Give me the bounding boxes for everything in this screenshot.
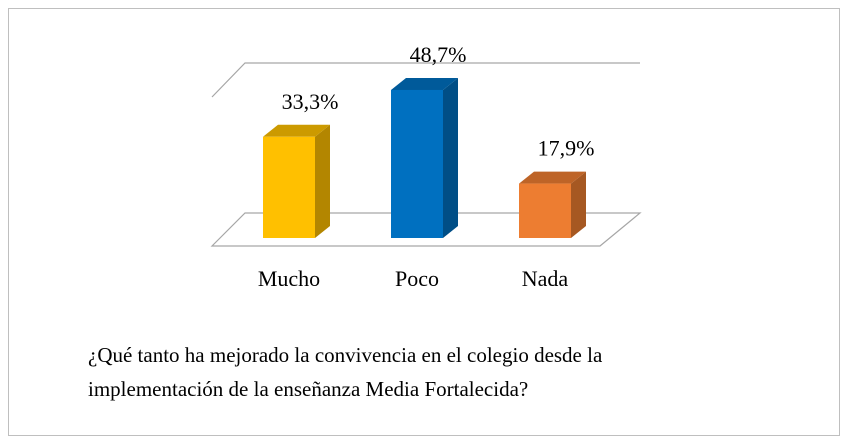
x-tick-label: Mucho	[258, 266, 320, 291]
x-tick-label: Nada	[522, 266, 569, 291]
bar-side	[571, 171, 586, 238]
chart-title: ¿Qué tanto ha mejorado la convivencia en…	[88, 343, 603, 401]
bar	[263, 136, 315, 238]
bar-side	[315, 124, 330, 238]
back-wall	[211, 62, 640, 98]
data-label: 48,7%	[410, 42, 467, 67]
bar	[391, 89, 443, 239]
bar-side	[443, 77, 458, 239]
data-label: 33,3%	[282, 89, 339, 114]
bar-top	[391, 77, 458, 90]
bar-top	[519, 171, 586, 184]
bar-top	[263, 124, 330, 137]
bars	[263, 77, 586, 239]
data-label: 17,9%	[538, 136, 595, 161]
x-tick-label: Poco	[395, 266, 439, 291]
floor	[210, 212, 642, 247]
bar	[519, 183, 571, 238]
